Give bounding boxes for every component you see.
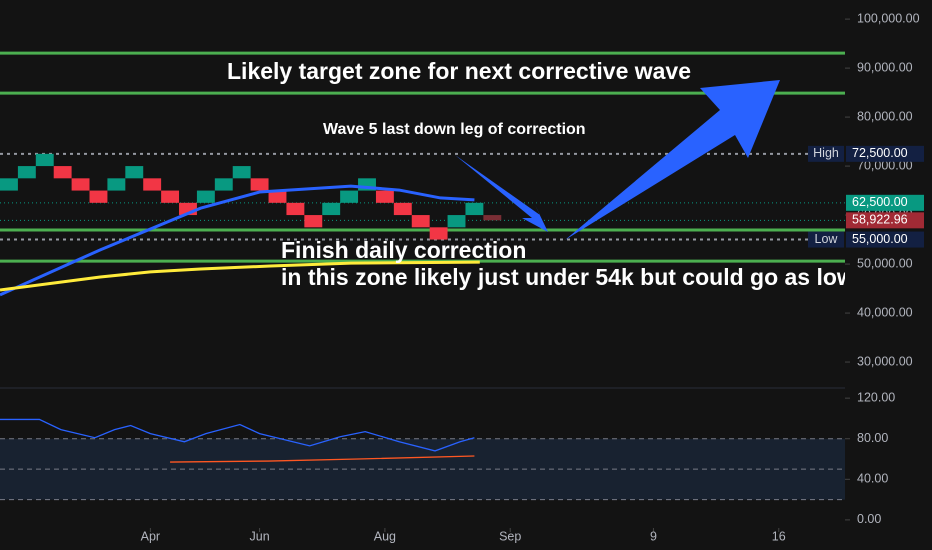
y-tick-label: 50,000.00 <box>857 256 913 270</box>
x-tick-label: 16 <box>772 529 786 543</box>
arrow <box>565 80 780 240</box>
renko-brick <box>214 178 233 191</box>
arrow <box>455 155 548 232</box>
y-tick-label: 30,000.00 <box>857 354 913 368</box>
renko-brick <box>161 190 180 203</box>
y-tick-label: 40.00 <box>857 472 888 486</box>
y-tick-label: 120.00 <box>857 390 895 404</box>
renko-brick <box>304 215 323 228</box>
y-tick-label: 80.00 <box>857 431 888 445</box>
renko-brick <box>89 190 108 203</box>
annotation: Wave 5 last down leg of correction <box>323 121 586 138</box>
renko-brick <box>429 227 448 240</box>
renko-brick <box>375 190 394 203</box>
price-tag-box <box>808 145 844 162</box>
renko-brick <box>71 178 90 191</box>
y-tick-label: 80,000.00 <box>857 109 913 123</box>
renko-brick <box>286 202 305 216</box>
x-tick-label: 9 <box>650 529 657 543</box>
indicator-pane <box>0 418 845 501</box>
price-label-box <box>846 145 924 162</box>
renko-brick <box>465 202 484 216</box>
renko-brick <box>268 190 287 203</box>
price-label-box <box>846 194 924 211</box>
renko-brick <box>322 202 341 216</box>
y-tick-label: 70,000.00 <box>857 158 913 172</box>
x-tick-label: Apr <box>141 529 160 543</box>
annotation: Likely target zone for next corrective w… <box>227 58 691 84</box>
renko-brick <box>447 215 466 228</box>
x-tick-label: Sep <box>499 529 521 543</box>
annotation: Finish daily correction <box>281 237 526 263</box>
price-tag: Low <box>815 232 839 246</box>
renko-brick <box>53 166 72 179</box>
price-tag: High <box>813 146 839 160</box>
price-label: 72,500.00 <box>852 146 908 160</box>
annotations: Likely target zone for next corrective w… <box>227 58 855 290</box>
y-tick-label: 90,000.00 <box>857 60 913 74</box>
price-label-box <box>846 212 924 229</box>
renko-brick <box>232 166 251 179</box>
renko-brick <box>393 202 412 216</box>
y-tick-label: 0.00 <box>857 512 881 526</box>
price-label: 55,000.00 <box>852 232 908 246</box>
annotation: in this zone likely just under 54k but c… <box>281 264 855 290</box>
renko-brick <box>125 166 144 179</box>
renko-brick <box>250 178 269 191</box>
renko-brick <box>143 178 162 191</box>
price-label: 62,500.00 <box>852 195 908 209</box>
moving-average <box>0 184 475 297</box>
renko-brick <box>0 178 18 191</box>
renko-brick <box>196 190 215 203</box>
indicator-line <box>170 455 475 463</box>
renko-brick <box>340 190 359 203</box>
main-pane <box>0 51 845 297</box>
y-tick-label: 40,000.00 <box>857 305 913 319</box>
price-tag-box <box>808 231 844 248</box>
y-tick-label: 100,000.00 <box>857 11 920 25</box>
renko-brick <box>35 153 54 167</box>
indicator-line <box>0 418 475 452</box>
moving-average <box>0 260 480 292</box>
price-label-box <box>846 231 924 248</box>
x-tick-label: Jun <box>250 529 270 543</box>
price-label: 58,922.96 <box>852 213 908 227</box>
pending-brick <box>483 215 502 221</box>
renko-brick <box>17 166 36 179</box>
renko-brick <box>411 215 430 228</box>
renko-brick <box>107 178 126 191</box>
axes: 30,000.0040,000.0050,000.0060,000.0070,0… <box>141 11 924 543</box>
x-tick-label: Aug <box>374 529 396 543</box>
